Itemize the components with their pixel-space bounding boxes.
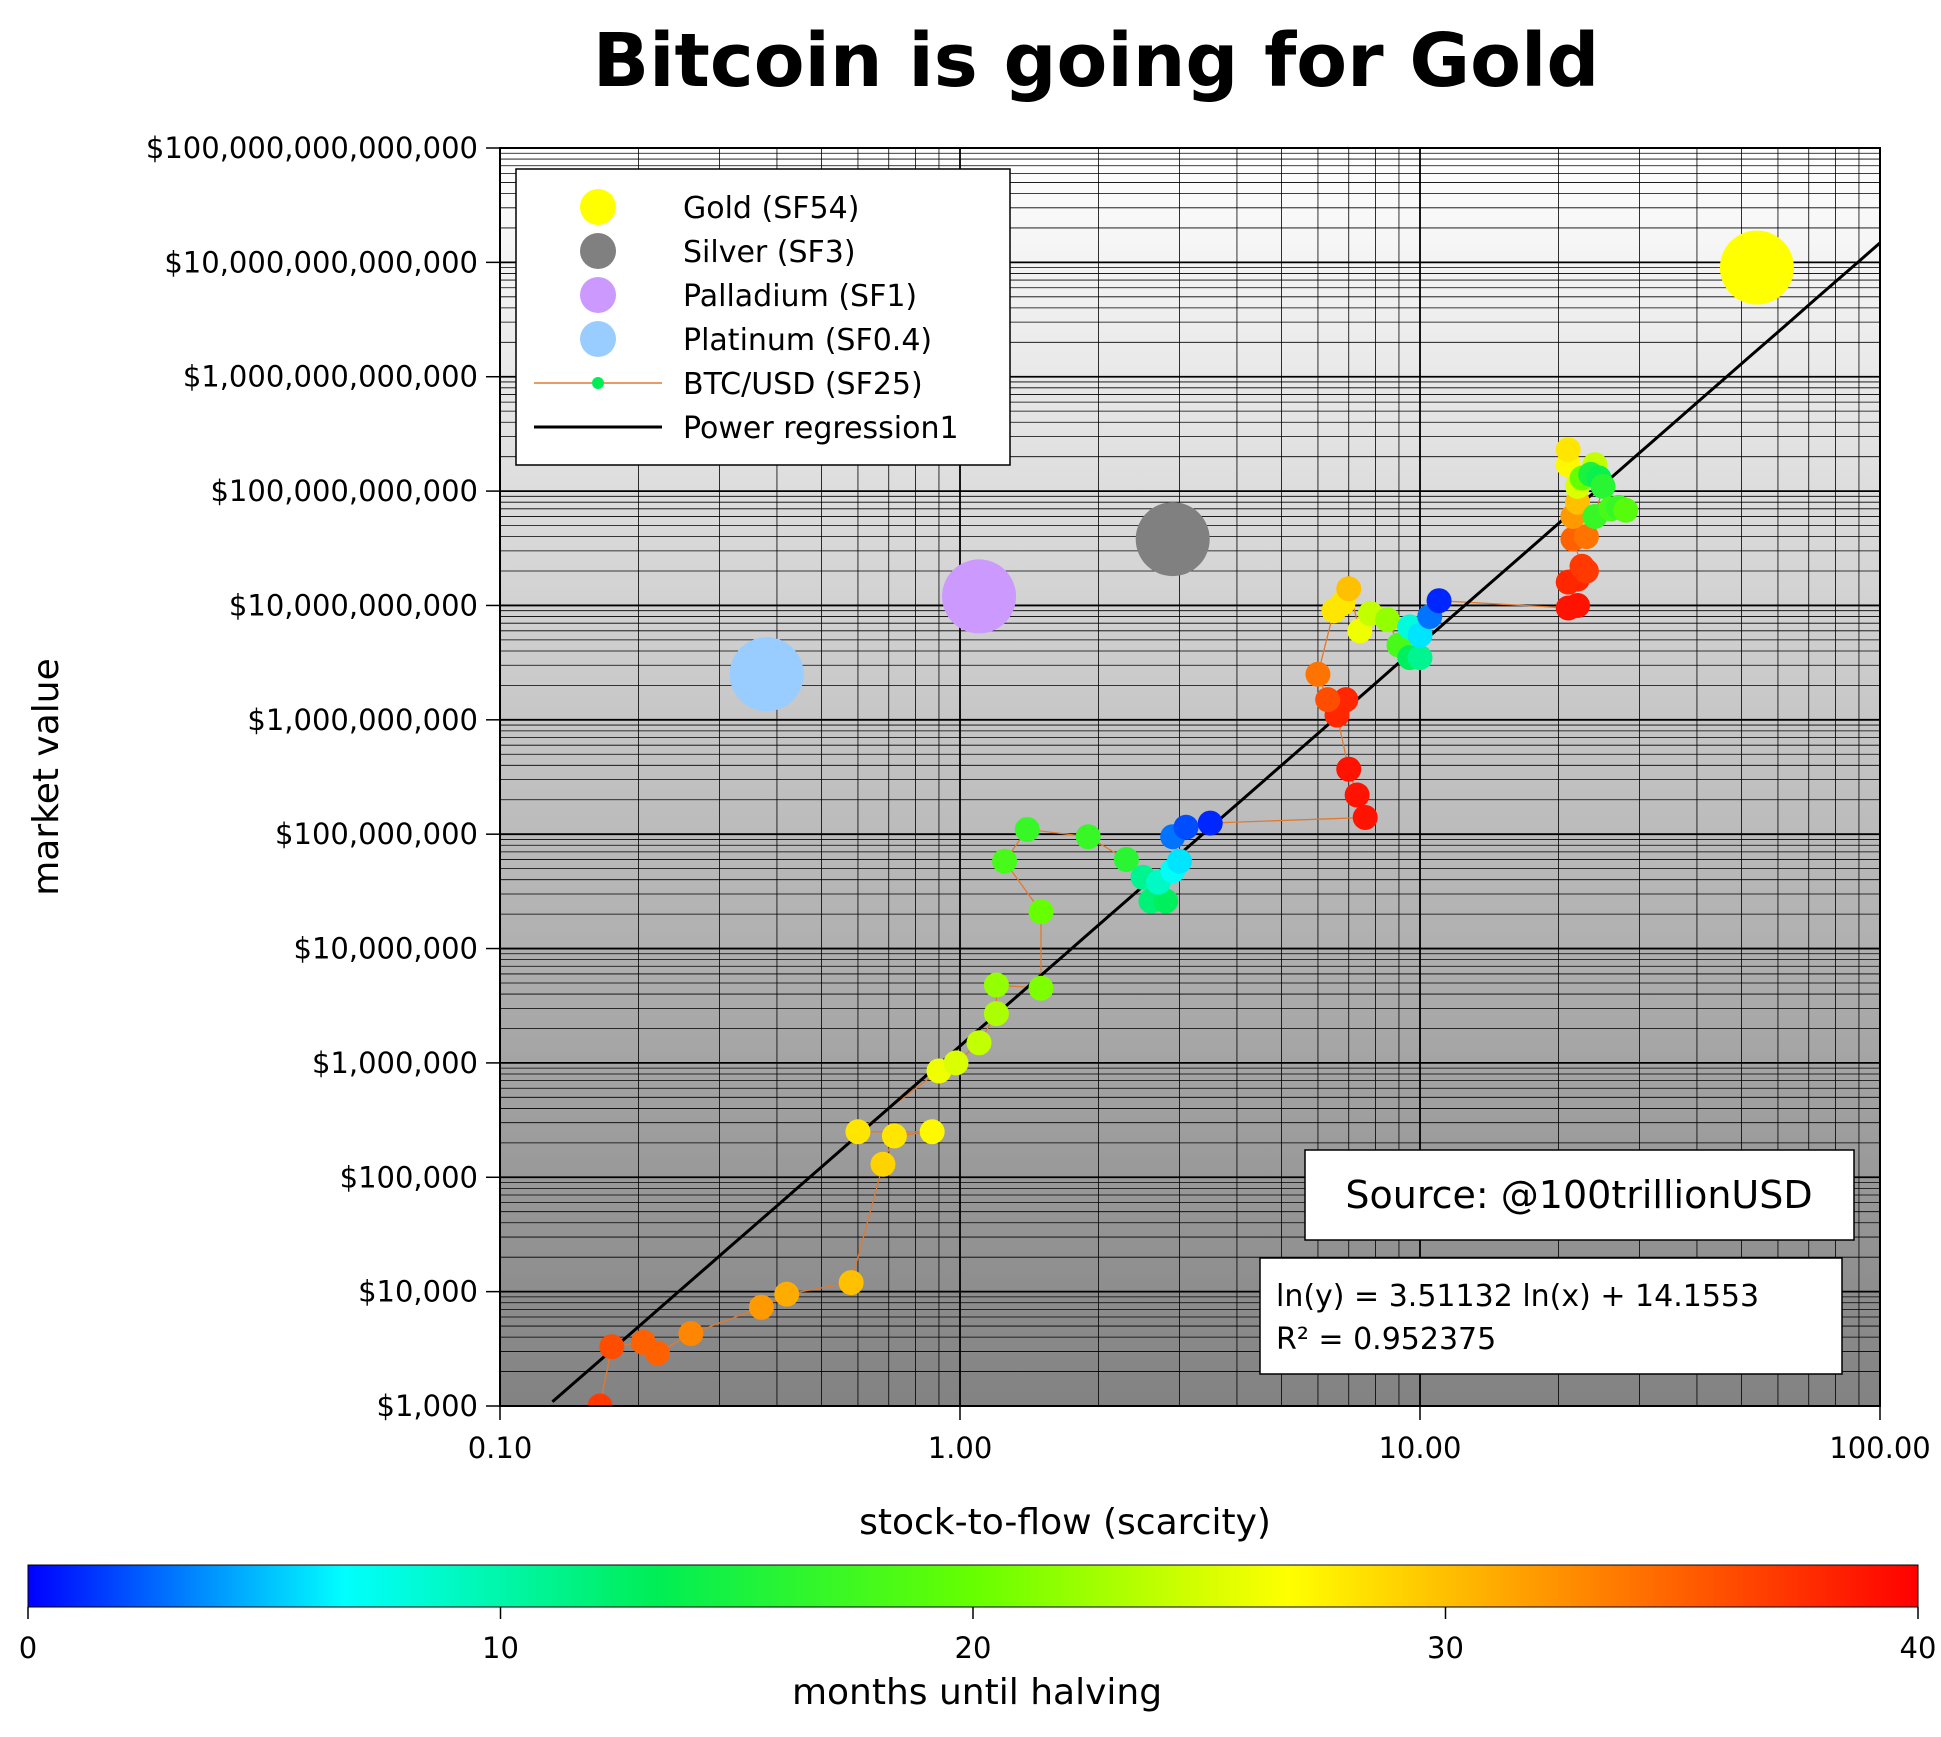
- btc-point: [992, 848, 1018, 874]
- btc-point: [1305, 661, 1331, 687]
- btc-point: [1075, 824, 1101, 850]
- btc-point: [1590, 473, 1616, 499]
- x-axis-ticks: 0.10 1.00 10.00 100.00: [468, 1406, 1931, 1465]
- x-axis-label: stock-to-flow (scarcity): [859, 1502, 1271, 1543]
- equation-box: ln(y) = 3.51132 ln(x) + 14.1553 R² = 0.9…: [1259, 1257, 1843, 1375]
- x-tick-label: 0.10: [468, 1431, 533, 1465]
- colorbar-tick-label: 20: [955, 1631, 992, 1665]
- y-tick-label: $10,000: [358, 1275, 478, 1309]
- btc-point: [1352, 804, 1378, 830]
- btc-point: [1426, 588, 1452, 614]
- btc-point: [881, 1123, 907, 1149]
- btc-point: [1113, 847, 1139, 873]
- plot-marks: [551, 230, 1880, 1406]
- colorbar-label: months until halving: [792, 1672, 1162, 1713]
- legend-marker-platinum: [580, 321, 616, 357]
- btc-point: [1173, 814, 1199, 840]
- y-tick-label: $100,000,000,000,000: [146, 131, 478, 165]
- btc-point: [1315, 687, 1341, 713]
- legend-label-btc: BTC/USD (SF25): [683, 367, 923, 402]
- legend-label-silver: Silver (SF3): [683, 235, 856, 270]
- legend-label-gold: Gold (SF54): [683, 191, 859, 226]
- btc-point: [645, 1340, 671, 1366]
- colorbar-tick-label: 0: [19, 1631, 37, 1665]
- y-tick-label: $1,000,000: [312, 1046, 478, 1080]
- legend-marker-btc: [592, 377, 604, 389]
- legend-label-platinum: Platinum (SF0.4): [683, 323, 932, 358]
- btc-point: [1028, 975, 1054, 1001]
- chart-title: Bitcoin is going for Gold: [593, 18, 1600, 104]
- colorbar-tick-label: 40: [1900, 1631, 1937, 1665]
- x-tick-label: 100.00: [1829, 1431, 1930, 1465]
- btc-point: [678, 1321, 704, 1347]
- y-tick-label: $100,000: [340, 1160, 478, 1194]
- equation-box-bg: [1259, 1257, 1843, 1375]
- btc-point: [966, 1030, 992, 1056]
- btc-point: [1197, 810, 1223, 836]
- btc-point: [1014, 816, 1040, 842]
- y-tick-label: $1,000,000,000,000: [183, 360, 478, 394]
- btc-point: [1166, 848, 1192, 874]
- btc-point: [587, 1393, 613, 1406]
- btc-point: [748, 1294, 774, 1320]
- btc-point: [1613, 497, 1639, 523]
- btc-point: [1569, 553, 1595, 579]
- btc-point: [1407, 622, 1433, 648]
- source-box-bg: [1304, 1149, 1855, 1241]
- btc-point: [943, 1050, 969, 1076]
- btc-point: [919, 1119, 945, 1145]
- btc-point: [870, 1151, 896, 1177]
- y-axis-label: market value: [26, 658, 67, 896]
- legend-label-palladium: Palladium (SF1): [683, 279, 917, 314]
- source-box: Source: @100trillionUSD: [1304, 1149, 1855, 1241]
- btc-point: [983, 1001, 1009, 1027]
- legend: Gold (SF54) Silver (SF3) Palladium (SF1)…: [515, 168, 1011, 466]
- btc-point: [599, 1334, 625, 1360]
- btc-point: [1344, 782, 1370, 808]
- y-tick-label: $1,000: [377, 1389, 478, 1423]
- btc-point: [1336, 756, 1362, 782]
- btc-point: [1336, 576, 1362, 602]
- colorbar-tick-label: 30: [1427, 1631, 1464, 1665]
- btc-point: [1555, 437, 1581, 463]
- legend-marker-gold: [580, 189, 616, 225]
- btc-point: [1573, 524, 1599, 550]
- y-tick-label: $100,000,000: [275, 817, 478, 851]
- y-tick-label: $10,000,000,000: [229, 588, 478, 622]
- colorbar-ticks: 0 10 20 30 40: [19, 1607, 1937, 1665]
- colorbar: 0 10 20 30 40 months until halving: [19, 1564, 1937, 1713]
- btc-point: [845, 1119, 871, 1145]
- btc-point: [1565, 592, 1591, 618]
- commodity-point-palladium: [942, 559, 1017, 634]
- commodity-point-platinum: [729, 637, 804, 712]
- y-tick-label: $10,000,000: [294, 932, 479, 966]
- btc-point: [1028, 899, 1054, 925]
- commodity-point-gold: [1719, 230, 1794, 305]
- source-text: Source: @100trillionUSD: [1345, 1173, 1812, 1217]
- btc-point: [1407, 645, 1433, 671]
- x-tick-label: 10.00: [1378, 1431, 1461, 1465]
- y-tick-label: $1,000,000,000: [247, 703, 478, 737]
- y-tick-label: $100,000,000,000: [210, 474, 478, 508]
- legend-marker-silver: [580, 233, 616, 269]
- legend-label-regression: Power regression1: [683, 411, 959, 446]
- btc-point: [774, 1281, 800, 1307]
- colorbar-gradient: [27, 1564, 1919, 1608]
- colorbar-tick-label: 10: [482, 1631, 519, 1665]
- legend-marker-palladium: [580, 277, 616, 313]
- btc-point: [983, 972, 1009, 998]
- commodity-point-silver: [1135, 502, 1210, 577]
- regression-equation: ln(y) = 3.51132 ln(x) + 14.1553: [1276, 1279, 1759, 1314]
- y-axis-ticks: $1,000 $10,000 $100,000 $1,000,000 $10,000,0…: [146, 131, 500, 1423]
- btc-point: [838, 1270, 864, 1296]
- btc-point: [1375, 607, 1401, 633]
- x-tick-label: 1.00: [928, 1431, 993, 1465]
- btc-point: [1333, 687, 1359, 713]
- y-tick-label: $10,000,000,000,000: [164, 245, 478, 279]
- btc-point: [1153, 888, 1179, 914]
- regression-r2: R² = 0.952375: [1276, 1322, 1496, 1357]
- plot-frame: [499, 147, 1881, 1407]
